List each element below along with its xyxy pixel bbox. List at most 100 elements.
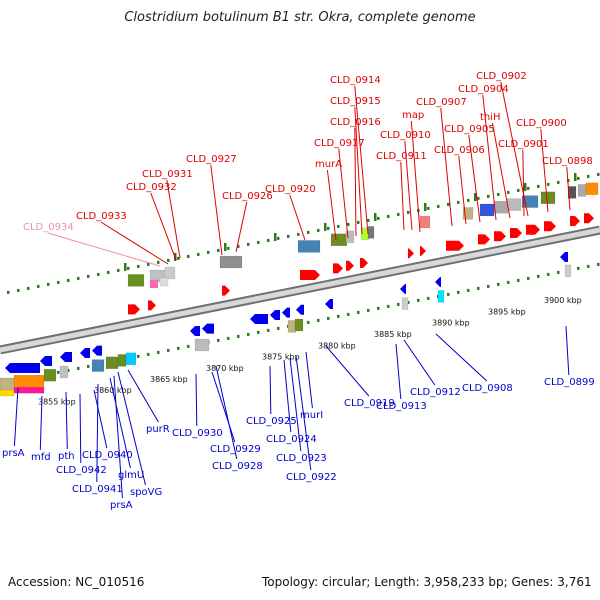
bottom-gene-label: CLD_0912 bbox=[410, 387, 461, 398]
top-gene-leader bbox=[491, 122, 511, 219]
kbp-label: 3875 kbp bbox=[262, 353, 300, 362]
bottom-tick-dot bbox=[447, 292, 450, 296]
bottom-gene-leader bbox=[113, 375, 123, 499]
bottom-gene-leader bbox=[195, 373, 198, 427]
bottom-gene-leader bbox=[283, 359, 292, 433]
bottom-gene-label: CLD_0941 bbox=[72, 484, 123, 495]
top-gene-label: map bbox=[402, 110, 424, 121]
gene-block bbox=[297, 240, 321, 253]
kbp-label: 3880 kbp bbox=[318, 341, 356, 350]
top-gene-label: CLD_0920 bbox=[265, 184, 316, 195]
top-gene-leader bbox=[566, 166, 571, 211]
top-gene-leader bbox=[410, 120, 421, 233]
top-tick-dot bbox=[327, 226, 330, 230]
reverse-gene-arrow bbox=[270, 310, 280, 320]
top-gene-leader bbox=[100, 221, 169, 265]
bottom-tick-dot bbox=[57, 370, 60, 374]
bottom-gene-label: CLD_0908 bbox=[462, 383, 513, 394]
top-tick-dot bbox=[97, 272, 100, 276]
reverse-gene-arrow bbox=[60, 352, 72, 362]
forward-gene-arrow bbox=[478, 234, 490, 245]
bottom-gene-leader bbox=[211, 371, 236, 443]
top-gene-label: CLD_0906 bbox=[434, 145, 485, 156]
top-tick-dot bbox=[337, 224, 340, 228]
reverse-gene-arrow bbox=[190, 326, 200, 336]
major-tick bbox=[424, 203, 427, 211]
bottom-gene-leader bbox=[117, 371, 146, 486]
top-tick-dot bbox=[527, 186, 530, 190]
top-tick-dot bbox=[457, 200, 460, 204]
bottom-tick-dot bbox=[427, 296, 430, 300]
bottom-tick-dot bbox=[497, 282, 500, 286]
bottom-tick-dot bbox=[407, 300, 410, 304]
bottom-gene-leader bbox=[215, 365, 238, 460]
top-tick-dot bbox=[77, 276, 80, 280]
top-tick-dot bbox=[537, 184, 540, 188]
bottom-gene-label: murI bbox=[300, 410, 323, 421]
bottom-gene-label: prsA bbox=[2, 448, 25, 459]
bottom-gene-label: prsA bbox=[110, 500, 133, 511]
gene-block bbox=[345, 230, 355, 244]
major-tick bbox=[224, 243, 227, 251]
gene-block bbox=[462, 207, 474, 220]
accession-label: Accession: NC_010516 bbox=[8, 575, 145, 589]
top-gene-leader bbox=[166, 179, 181, 259]
top-gene-leader bbox=[482, 94, 497, 221]
bottom-tick-dot bbox=[147, 352, 150, 356]
forward-gene-arrow bbox=[544, 221, 556, 232]
top-tick-dot bbox=[377, 216, 380, 220]
top-tick-dot bbox=[217, 248, 220, 252]
top-gene-label: CLD_0910 bbox=[380, 130, 431, 141]
gene-block bbox=[194, 338, 210, 352]
top-tick-dot bbox=[317, 228, 320, 232]
bottom-tick-dot bbox=[517, 278, 520, 282]
bottom-tick-dot bbox=[457, 290, 460, 294]
bottom-tick-dot bbox=[77, 366, 80, 370]
bottom-gene-label: CLD_0919 bbox=[344, 398, 395, 409]
bottom-tick-dot bbox=[467, 288, 470, 292]
gene-block bbox=[330, 233, 348, 247]
forward-gene-arrow bbox=[148, 300, 156, 311]
bottom-tick-dot bbox=[237, 334, 240, 338]
bottom-gene-leader bbox=[395, 343, 402, 400]
map-title: Clostridium botulinum B1 str. Okra, comp… bbox=[124, 10, 476, 25]
gene-block bbox=[564, 264, 572, 278]
forward-gene-arrow bbox=[360, 258, 368, 268]
forward-gene-arrow bbox=[570, 216, 580, 226]
top-gene-leader bbox=[354, 106, 363, 235]
gene-block bbox=[91, 359, 105, 372]
reverse-gene-arrow bbox=[80, 348, 90, 358]
bottom-tick-dot bbox=[557, 270, 560, 274]
bottom-tick-dot bbox=[137, 354, 140, 358]
top-tick-dot bbox=[467, 198, 470, 202]
bottom-tick-dot bbox=[227, 336, 230, 340]
kbp-label: 3895 kbp bbox=[488, 307, 526, 316]
bottom-tick-dot bbox=[217, 338, 220, 342]
reverse-gene-arrow bbox=[250, 314, 268, 324]
top-gene-label: CLD_0931 bbox=[142, 169, 193, 180]
top-gene-leader bbox=[468, 134, 481, 223]
bottom-gene-label: CLD_0899 bbox=[544, 377, 595, 388]
forward-gene-arrow bbox=[420, 246, 426, 256]
top-gene-label: CLD_0916 bbox=[330, 117, 381, 128]
bottom-gene-leader bbox=[435, 333, 488, 382]
reverse-gene-arrow bbox=[5, 363, 40, 373]
forward-gene-arrow bbox=[300, 270, 320, 280]
forward-gene-arrow bbox=[494, 231, 506, 242]
kbp-label: 3855 kbp bbox=[38, 397, 76, 406]
bottom-gene-leader bbox=[13, 387, 19, 447]
top-gene-label: CLD_0900 bbox=[516, 118, 567, 129]
bottom-gene-label: mfd bbox=[31, 452, 51, 463]
gene-block bbox=[0, 389, 15, 397]
bottom-tick-dot bbox=[577, 266, 580, 270]
bottom-tick-dot bbox=[247, 332, 250, 336]
bottom-gene-label: CLD_0940 bbox=[82, 450, 133, 461]
gene-block bbox=[159, 277, 169, 287]
bottom-gene-label: CLD_0925 bbox=[246, 416, 297, 427]
reverse-gene-arrow bbox=[435, 277, 441, 287]
reverse-gene-arrow bbox=[40, 356, 52, 366]
bottom-tick-dot bbox=[67, 368, 70, 372]
forward-gene-arrow bbox=[408, 248, 414, 259]
kbp-label: 3890 kbp bbox=[432, 319, 470, 328]
gene-block bbox=[567, 186, 577, 199]
